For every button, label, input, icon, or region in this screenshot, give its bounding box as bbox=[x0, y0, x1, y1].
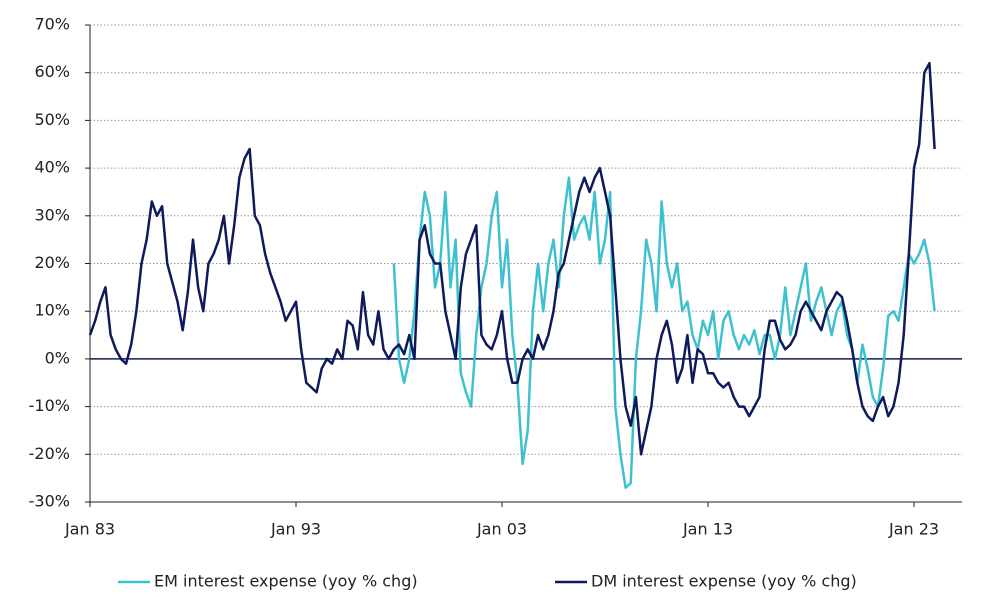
x-tick-label: Jan 83 bbox=[64, 520, 115, 539]
y-tick-label: -20% bbox=[29, 444, 70, 463]
x-tick-label: Jan 03 bbox=[476, 520, 527, 539]
series-line bbox=[88, 61, 936, 456]
y-tick-label: 70% bbox=[34, 15, 70, 34]
y-tick-label: 30% bbox=[34, 205, 70, 224]
x-tick-label: Jan 13 bbox=[682, 520, 733, 539]
y-tick-label: -30% bbox=[29, 492, 70, 511]
y-tick-label: 40% bbox=[34, 158, 70, 177]
y-tick-label: 10% bbox=[34, 301, 70, 320]
y-tick-label: -10% bbox=[29, 396, 70, 415]
legend-label: DM interest expense (yoy % chg) bbox=[591, 572, 857, 591]
y-tick-label: 50% bbox=[34, 110, 70, 129]
legend-label: EM interest expense (yoy % chg) bbox=[154, 572, 418, 591]
y-tick-label: 60% bbox=[34, 62, 70, 81]
x-tick-label: Jan 93 bbox=[270, 520, 321, 539]
y-tick-label: 0% bbox=[45, 348, 70, 367]
x-tick-label: Jan 23 bbox=[888, 520, 939, 539]
series-line bbox=[392, 176, 936, 489]
y-tick-label: 20% bbox=[34, 253, 70, 272]
